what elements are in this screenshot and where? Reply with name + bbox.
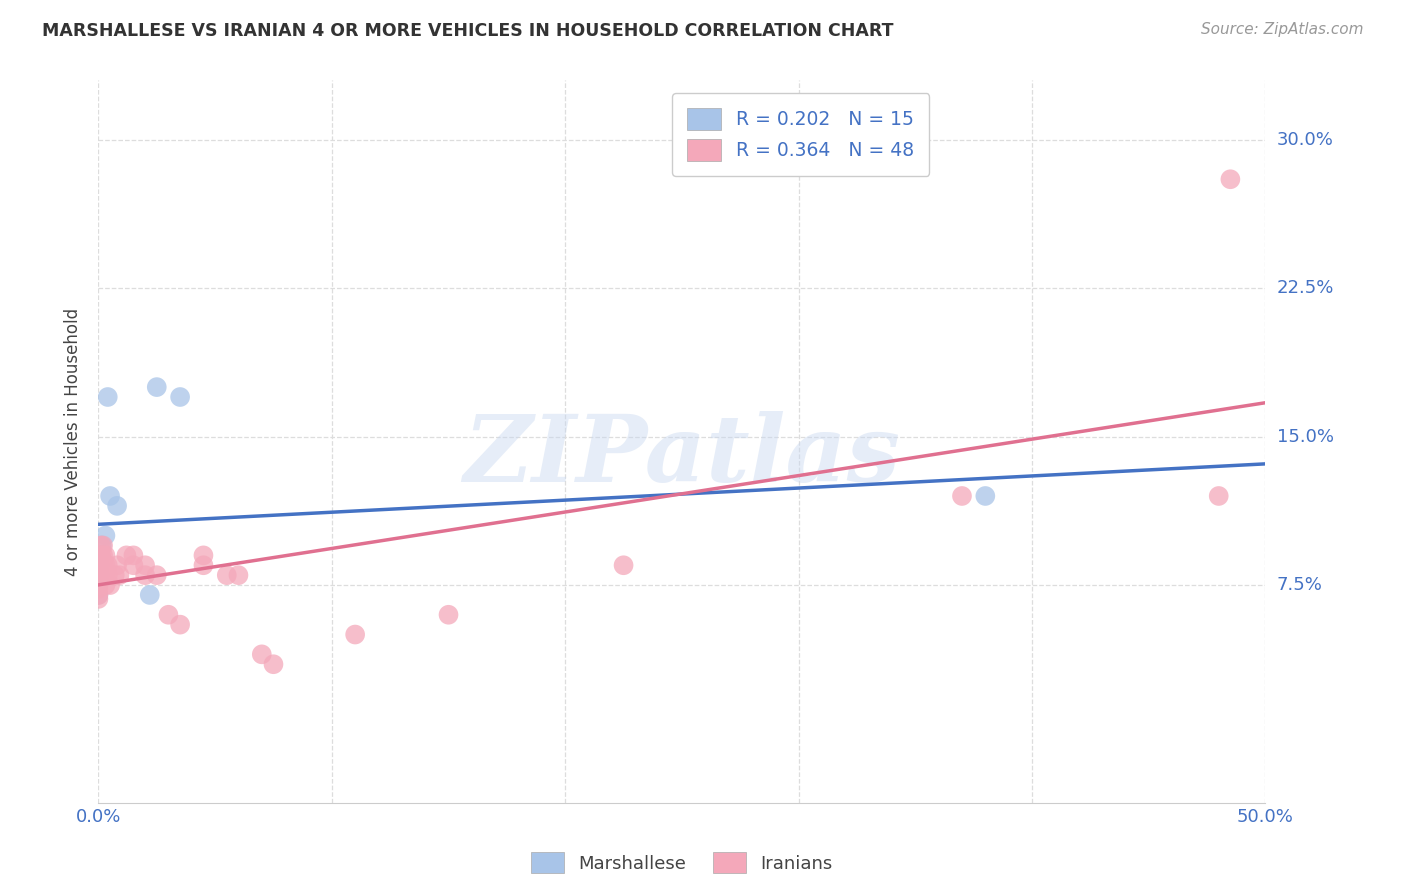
Point [98, 489, 121, 503]
Point [115, 549, 138, 563]
Point [87, 572, 110, 586]
Point [134, 568, 156, 582]
Point [89, 568, 111, 582]
Point [94, 558, 117, 573]
Point [90, 549, 112, 563]
Point [193, 549, 215, 563]
Point [98, 578, 121, 592]
Point [90, 539, 112, 553]
Point [91, 568, 114, 582]
Point [1208, 489, 1230, 503]
Point [193, 558, 215, 573]
Point [250, 648, 273, 662]
Point [87, 568, 110, 582]
Point [87, 578, 110, 592]
Point [94, 568, 117, 582]
Text: Source: ZipAtlas.com: Source: ZipAtlas.com [1201, 22, 1364, 37]
Point [89, 558, 111, 573]
Text: ZIPatlas: ZIPatlas [464, 411, 900, 501]
Point [950, 489, 973, 503]
Point [134, 558, 156, 573]
Point [169, 617, 191, 632]
Point [87, 591, 110, 606]
Point [90, 552, 112, 566]
Point [122, 558, 145, 573]
Point [612, 558, 634, 573]
Text: 15.0%: 15.0% [1277, 427, 1333, 446]
Point [1219, 172, 1241, 186]
Point [97, 558, 120, 573]
Point [169, 390, 191, 404]
Point [122, 549, 145, 563]
Text: 22.5%: 22.5% [1277, 279, 1334, 297]
Point [87, 578, 110, 592]
Point [87, 568, 110, 582]
Point [94, 578, 117, 592]
Point [90, 558, 112, 573]
Point [228, 568, 250, 582]
Point [94, 528, 117, 542]
Point [146, 568, 169, 582]
Legend: Marshallese, Iranians: Marshallese, Iranians [524, 846, 839, 880]
Point [108, 568, 131, 582]
Point [105, 499, 128, 513]
Point [157, 607, 180, 622]
Point [91, 558, 114, 573]
Text: 30.0%: 30.0% [1277, 130, 1333, 149]
Point [94, 549, 117, 563]
Point [146, 380, 169, 394]
Point [262, 657, 284, 672]
Point [89, 564, 111, 578]
Y-axis label: 4 or more Vehicles in Household: 4 or more Vehicles in Household [65, 308, 83, 575]
Point [437, 607, 460, 622]
Point [139, 588, 162, 602]
Point [91, 549, 114, 563]
Point [87, 582, 110, 596]
Point [215, 568, 238, 582]
Text: MARSHALLESE VS IRANIAN 4 OR MORE VEHICLES IN HOUSEHOLD CORRELATION CHART: MARSHALLESE VS IRANIAN 4 OR MORE VEHICLE… [42, 22, 894, 40]
Point [344, 627, 367, 641]
Point [89, 568, 111, 582]
Point [90, 562, 112, 576]
Point [87, 588, 110, 602]
Point [90, 539, 112, 553]
Point [97, 568, 120, 582]
Point [91, 539, 114, 553]
Point [104, 568, 127, 582]
Point [105, 558, 128, 573]
Point [89, 558, 111, 573]
Text: 7.5%: 7.5% [1277, 576, 1323, 594]
Point [90, 549, 112, 563]
Point [87, 588, 110, 602]
Point [97, 390, 120, 404]
Point [974, 489, 997, 503]
